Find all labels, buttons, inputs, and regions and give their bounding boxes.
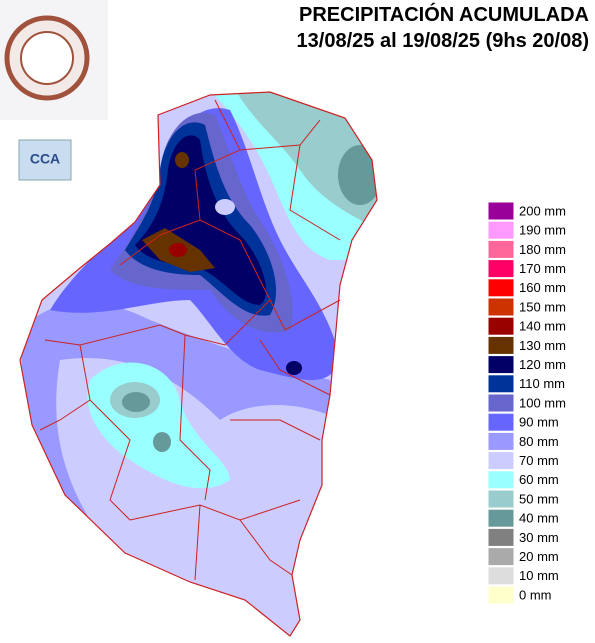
legend-swatch — [487, 412, 515, 432]
legend-swatch — [487, 508, 515, 528]
legend-swatch — [487, 566, 515, 586]
legend-label: 180 mm — [519, 242, 566, 257]
zone-130b — [175, 152, 189, 168]
legend-swatch — [487, 355, 515, 375]
subtitle: 13/08/25 al 19/08/25 (9hs 20/08) — [296, 30, 589, 52]
zone-40c — [153, 432, 171, 452]
legend-swatch — [487, 239, 515, 259]
legend-label: 60 mm — [519, 472, 559, 487]
legend-label: 20 mm — [519, 549, 559, 564]
legend-swatch — [487, 547, 515, 567]
legend-label: 120 mm — [519, 357, 566, 372]
legend-swatch — [487, 374, 515, 394]
zone-70b — [215, 199, 235, 215]
legend-swatch — [487, 527, 515, 547]
legend-label: 90 mm — [519, 415, 559, 430]
province-border — [19, 91, 378, 637]
legend-swatch — [487, 585, 515, 605]
department-borders — [39, 99, 341, 581]
legend-swatch — [487, 316, 515, 336]
legend-label: 140 mm — [519, 319, 566, 334]
legend-label: 110 mm — [519, 376, 565, 391]
legend-swatch — [487, 335, 515, 355]
zone-80 — [20, 302, 340, 520]
zone-40 — [338, 145, 377, 205]
legend-swatch — [487, 220, 515, 240]
legend-label: 190 mm — [519, 223, 566, 238]
legend-label: 30 mm — [519, 530, 559, 545]
legend-swatch — [487, 393, 515, 413]
legend-label: 200 mm — [519, 203, 566, 218]
legend-swatch — [487, 201, 515, 221]
legend-label: 160 mm — [519, 280, 566, 295]
legend-label: 150 mm — [519, 299, 566, 314]
legend-label: 40 mm — [519, 511, 559, 526]
legend-label: 70 mm — [519, 453, 559, 468]
legend-label: 130 mm — [519, 338, 566, 353]
legend-label: 170 mm — [519, 261, 566, 276]
zone-120b — [286, 361, 302, 375]
legend-swatch — [487, 278, 515, 298]
legend-label: 0 mm — [519, 587, 552, 602]
legend-swatch — [487, 470, 515, 490]
legend-swatch — [487, 259, 515, 279]
legend-label: 50 mm — [519, 491, 559, 506]
legend-swatch — [487, 451, 515, 471]
legend-swatch — [487, 431, 515, 451]
title: PRECIPITACIÓN ACUMULADA — [299, 4, 589, 26]
legend-label: 80 mm — [519, 434, 559, 449]
zone-140 — [169, 243, 187, 257]
legend: 200 mm 190 mm 180 mm 170 mm 160 mm 150 mm 140 … — [487, 201, 566, 605]
zone-40b — [122, 392, 150, 412]
logo-inner — [20, 31, 74, 85]
legend-label: 100 mm — [519, 395, 566, 410]
legend-label: 10 mm — [519, 568, 559, 583]
cca-label: CCA — [30, 151, 60, 167]
legend-swatch — [487, 297, 515, 317]
cca-box — [18, 139, 72, 181]
legend-swatch — [487, 489, 515, 509]
